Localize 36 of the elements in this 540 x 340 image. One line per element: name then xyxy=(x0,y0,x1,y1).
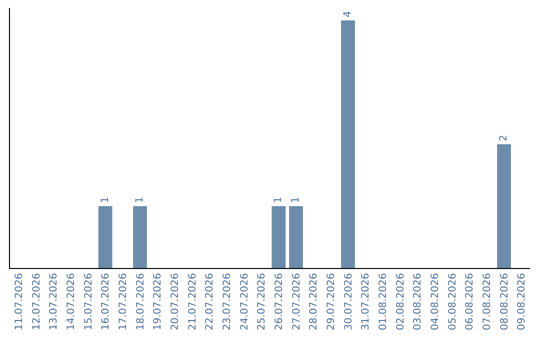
x-tick-label: 27.07.2026 xyxy=(291,273,302,330)
x-tick-label: 29.07.2026 xyxy=(326,273,337,330)
x-tick-label: 01.08.2026 xyxy=(378,273,389,330)
data-label: 1 xyxy=(100,196,111,204)
x-tick-label: 17.07.2026 xyxy=(118,273,129,330)
x-tick-label: 15.07.2026 xyxy=(83,273,94,330)
x-tick-label: 21.07.2026 xyxy=(187,273,198,330)
x-tick-label: 23.07.2026 xyxy=(222,273,233,330)
x-tick-label: 02.08.2026 xyxy=(395,273,406,330)
x-tick-label: 16.07.2026 xyxy=(100,273,112,330)
x-tick-label: 28.07.2026 xyxy=(308,273,320,330)
x-tick-label: 13.07.2026 xyxy=(48,273,60,330)
x-tick-label: 31.07.2026 xyxy=(360,273,372,330)
x-tick-label: 26.07.2026 xyxy=(274,273,285,330)
x-tick-label: 12.07.2026 xyxy=(31,273,42,330)
data-label: 2 xyxy=(498,134,510,142)
x-tick-label: 06.08.2026 xyxy=(464,273,476,330)
x-tick-label: 22.07.2026 xyxy=(204,273,216,330)
x-tick-label: 14.07.2026 xyxy=(66,273,77,330)
x-tick-label: 09.08.2026 xyxy=(516,273,528,330)
x-tick-label: 04.08.2026 xyxy=(430,273,441,330)
x-tick-label: 30.07.2026 xyxy=(343,273,354,330)
x-tick-label: 24.07.2026 xyxy=(239,273,250,330)
data-label: 1 xyxy=(290,196,302,204)
x-tick-label: 20.07.2026 xyxy=(170,273,181,330)
x-tick-label: 05.08.2026 xyxy=(447,273,458,330)
x-tick-label: 03.08.2026 xyxy=(412,273,424,330)
x-tick-label: 11.07.2026 xyxy=(14,273,25,330)
data-label: 1 xyxy=(134,196,146,204)
data-label: 1 xyxy=(273,196,284,204)
x-tick-label: 18.07.2026 xyxy=(135,273,146,330)
x-tick-label: 19.07.2026 xyxy=(152,273,164,330)
x-tick-label: 25.07.2026 xyxy=(256,273,268,330)
data-label: 4 xyxy=(342,11,354,18)
x-tick-label: 07.08.2026 xyxy=(482,273,493,330)
x-tick-label: 08.08.2026 xyxy=(499,273,510,330)
